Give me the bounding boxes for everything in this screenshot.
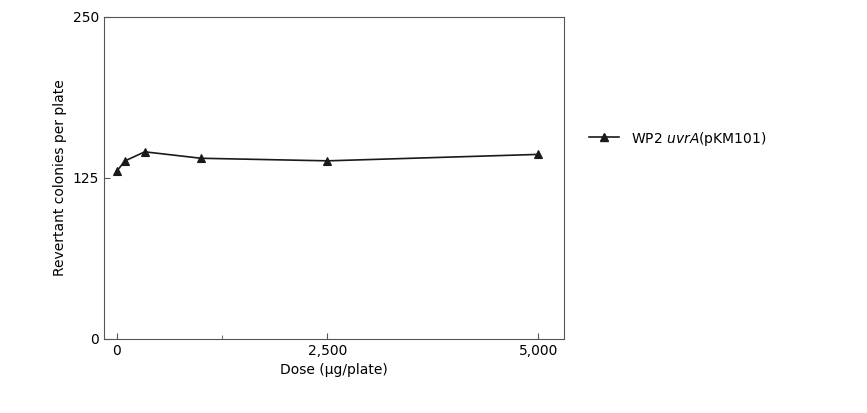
Y-axis label: Revertant colonies per plate: Revertant colonies per plate [53, 79, 68, 276]
Legend: WP2 $\it{uvrA}$(pKM101): WP2 $\it{uvrA}$(pKM101) [589, 130, 766, 148]
X-axis label: Dose (μg/plate): Dose (μg/plate) [280, 363, 388, 377]
